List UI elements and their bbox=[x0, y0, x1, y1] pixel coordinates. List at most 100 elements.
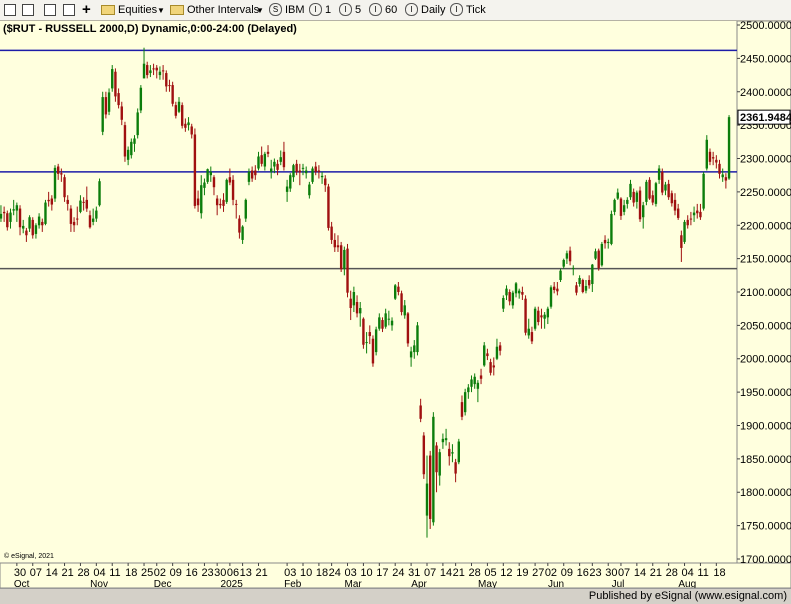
candle-body bbox=[708, 151, 712, 162]
candle-body bbox=[692, 212, 696, 216]
candle-body bbox=[28, 217, 31, 229]
candle-body bbox=[705, 139, 708, 169]
candle-body bbox=[374, 329, 378, 353]
x-tick-label: 07 bbox=[424, 567, 436, 579]
toolbar-item[interactable]: 5 bbox=[355, 4, 362, 16]
toolbar-icon[interactable] bbox=[22, 4, 34, 16]
candle-body bbox=[419, 405, 422, 419]
candle-body bbox=[384, 313, 387, 327]
y-tick-label: 2050.0000 bbox=[740, 320, 791, 332]
x-tick-label: 05 bbox=[484, 567, 496, 579]
candle-body bbox=[413, 345, 416, 353]
x-tick-label: 18 bbox=[125, 567, 137, 579]
candle-body bbox=[378, 317, 381, 329]
x-tick-label: 03 bbox=[284, 567, 296, 579]
candle-body bbox=[651, 195, 654, 203]
candle-body bbox=[657, 168, 661, 180]
toolbar-icon[interactable] bbox=[63, 4, 75, 16]
candle-body bbox=[72, 221, 76, 226]
toolbar-item[interactable]: Other Intervals bbox=[187, 4, 260, 16]
candle-body bbox=[66, 199, 69, 204]
candle-body bbox=[60, 173, 63, 175]
candle-body bbox=[31, 219, 34, 236]
dropdown-arrow[interactable]: ▼ bbox=[157, 6, 165, 15]
candle-body bbox=[107, 92, 111, 112]
candle-body bbox=[355, 302, 359, 314]
candle-body bbox=[327, 186, 330, 228]
candle-body bbox=[454, 462, 457, 474]
candle-body bbox=[661, 171, 664, 193]
toolbar-icon[interactable] bbox=[4, 4, 16, 16]
candle-body bbox=[247, 171, 251, 182]
candle-body bbox=[37, 216, 41, 226]
candle-body bbox=[727, 117, 731, 179]
x-tick-label: 30 bbox=[605, 567, 617, 579]
toolbar-item[interactable]: Equities bbox=[118, 4, 158, 16]
candle-body bbox=[336, 245, 340, 248]
month-label: Jul bbox=[612, 579, 625, 588]
candle-body bbox=[25, 230, 28, 236]
candle-body bbox=[130, 141, 133, 156]
candle-body bbox=[521, 292, 524, 295]
candle-body bbox=[177, 101, 181, 112]
toolbar-item[interactable]: 1 bbox=[325, 4, 332, 16]
candle-body bbox=[314, 166, 317, 172]
toolbar-item[interactable]: Daily bbox=[421, 4, 446, 16]
candle-body bbox=[505, 288, 508, 296]
dropdown-arrow[interactable]: ▼ bbox=[256, 6, 264, 15]
candle-body bbox=[381, 320, 384, 329]
candle-body bbox=[394, 285, 397, 299]
candle-body bbox=[597, 250, 600, 268]
candle-body bbox=[6, 213, 9, 228]
x-tick-label: 24 bbox=[329, 567, 341, 579]
candle-body bbox=[683, 221, 686, 242]
toolbar-item[interactable]: IBM bbox=[285, 4, 305, 16]
folder-icon bbox=[170, 5, 184, 15]
candle-body bbox=[524, 298, 527, 333]
candle-body bbox=[403, 305, 406, 316]
folder-icon bbox=[101, 5, 115, 15]
toolbar-icon[interactable] bbox=[44, 4, 56, 16]
candle-body bbox=[225, 179, 228, 202]
candle-body bbox=[549, 287, 553, 307]
month-label: Jun bbox=[548, 579, 564, 588]
x-tick-label: 24 bbox=[392, 567, 404, 579]
candle-body bbox=[273, 161, 276, 167]
toolbar-item[interactable]: 60 bbox=[385, 4, 398, 16]
candle-body bbox=[114, 71, 117, 97]
toolbar-item[interactable]: Tick bbox=[466, 4, 486, 16]
candle-body bbox=[343, 249, 346, 269]
x-tick-label: 02 bbox=[545, 567, 557, 579]
candle-body bbox=[425, 483, 429, 516]
x-tick-label: 23 bbox=[589, 567, 601, 579]
candle-body bbox=[238, 218, 241, 233]
candle-body bbox=[346, 248, 349, 293]
x-tick-label: 21 bbox=[255, 567, 267, 579]
candle-body bbox=[626, 199, 629, 204]
candle-body bbox=[616, 192, 619, 199]
candle-body bbox=[428, 455, 432, 519]
candle-body bbox=[257, 156, 260, 169]
x-tick-label: 14 bbox=[634, 567, 646, 579]
x-tick-label: 13 bbox=[240, 567, 252, 579]
candle-body bbox=[435, 445, 438, 473]
candle-body bbox=[196, 198, 200, 206]
add-icon[interactable]: + bbox=[82, 1, 91, 18]
candle-body bbox=[203, 182, 206, 188]
x-tick-label: 11 bbox=[109, 567, 120, 579]
x-tick-label: 10 bbox=[300, 567, 312, 579]
candle-body bbox=[530, 332, 534, 342]
candle-body bbox=[540, 315, 543, 318]
candle-body bbox=[451, 452, 454, 454]
candle-body bbox=[222, 199, 225, 206]
month-label: Apr bbox=[411, 579, 427, 588]
x-tick-label: 18 bbox=[713, 567, 725, 579]
candle-body bbox=[406, 313, 410, 344]
candle-body bbox=[673, 199, 677, 211]
x-tick-label: 18 bbox=[316, 567, 328, 579]
candle-body bbox=[63, 177, 66, 198]
interval-icon: I bbox=[450, 3, 463, 16]
candle-body bbox=[565, 253, 569, 259]
candle-body bbox=[448, 448, 451, 457]
y-tick-label: 1850.0000 bbox=[740, 454, 791, 466]
